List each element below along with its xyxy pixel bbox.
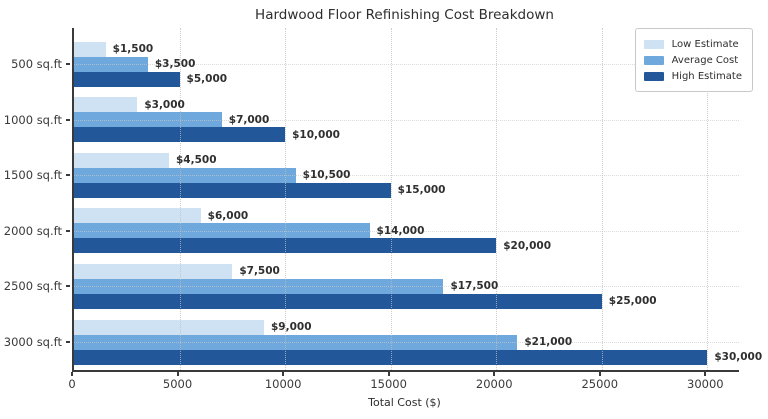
legend-label: High Estimate: [671, 70, 742, 82]
x-tick-label-5000: 5000: [162, 377, 193, 391]
x-tick-mark: [387, 372, 390, 376]
bar-value-label: $30,000: [714, 351, 763, 363]
legend-swatch-average-cost: [643, 55, 664, 65]
x-tick-label-20000: 20000: [475, 377, 513, 391]
legend-swatch-high-estimate: [643, 71, 664, 81]
bar-low-estimate-2000-sq-ft: [74, 208, 201, 224]
bar-value-label: $15,000: [397, 184, 446, 197]
bar-average-cost-500-sq-ft: [74, 56, 148, 72]
x-tick-label-0: 0: [68, 377, 76, 391]
bar-low-estimate-1000-sq-ft: [74, 97, 138, 113]
x-tick-mark: [493, 372, 496, 376]
y-tick-label-2000-sq-ft: 2000 sq.ft: [3, 223, 62, 238]
bar-low-estimate-2500-sq-ft: [74, 263, 233, 279]
y-tick-label-1500-sq-ft: 1500 sq.ft: [3, 168, 62, 183]
y-tick-label-500-sq-ft: 500 sq.ft: [11, 57, 62, 71]
bar-high-estimate-3000-sq-ft: [74, 349, 708, 365]
vertical-gridline: [496, 28, 498, 370]
bar-high-estimate-1500-sq-ft: [74, 182, 391, 198]
x-tick-mark: [704, 372, 707, 376]
bar-value-label: $7,500: [239, 265, 280, 278]
bar-low-estimate-500-sq-ft: [74, 41, 106, 57]
bar-value-label: $10,500: [302, 169, 351, 182]
bar-value-label: $25,000: [608, 295, 657, 308]
bar-value-label: $20,000: [503, 239, 552, 252]
bar-high-estimate-500-sq-ft: [74, 71, 180, 87]
bar-value-label: $9,000: [271, 321, 312, 333]
bar-average-cost-2500-sq-ft: [74, 278, 444, 294]
bar-value-label: $14,000: [376, 224, 425, 237]
bar-low-estimate-3000-sq-ft: [74, 319, 264, 335]
legend: Low Estimate Average Cost High Estimate: [634, 28, 753, 92]
bar-value-label: $1,500: [112, 43, 154, 55]
y-tick-label-1000-sq-ft: 1000 sq.ft: [3, 112, 62, 127]
bar-high-estimate-2500-sq-ft: [74, 293, 602, 309]
vertical-gridline: [390, 28, 392, 370]
y-tick-mark: [66, 341, 70, 343]
legend-item-high-estimate: High Estimate: [643, 68, 742, 84]
legend-label: Low Estimate: [671, 38, 739, 50]
x-tick-mark: [71, 372, 73, 376]
y-tick-mark: [66, 285, 70, 288]
bar-value-label: $17,500: [450, 280, 499, 293]
bar-low-estimate-1500-sq-ft: [74, 152, 169, 168]
bar-value-label: $4,500: [176, 154, 217, 167]
vertical-gridline: [285, 28, 287, 370]
chart-title: Hardwood Floor Refinishing Cost Breakdow…: [255, 7, 554, 23]
x-tick-mark: [176, 372, 179, 376]
plot-area: $1,500 $3,500 $5,000 $3,000 $7,000 $10,000 $4,…: [72, 28, 762, 372]
legend-item-low-estimate: Low Estimate: [643, 36, 742, 52]
bar-value-label: $3,500: [154, 58, 196, 70]
bar-high-estimate-1000-sq-ft: [74, 127, 286, 143]
x-tick-label-10000: 10000: [264, 377, 302, 391]
x-tick-label-15000: 15000: [370, 377, 407, 391]
bar-value-label: $3,000: [144, 98, 185, 111]
x-tick-label-30000: 30000: [687, 377, 724, 391]
x-tick-mark: [282, 372, 285, 376]
legend-label: Average Cost: [671, 54, 739, 66]
y-tick-mark: [66, 118, 70, 121]
bar-average-cost-3000-sq-ft: [74, 334, 518, 350]
bar-value-label: $6,000: [207, 209, 249, 222]
bar-average-cost-1000-sq-ft: [74, 112, 222, 128]
x-axis-label: Total Cost ($): [368, 396, 441, 409]
bar-average-cost-2000-sq-ft: [74, 223, 370, 239]
x-tick-mark: [598, 372, 601, 376]
bar-value-label: $21,000: [524, 336, 573, 348]
bar-value-label: $7,000: [228, 113, 270, 126]
vertical-gridline: [601, 28, 603, 370]
bar-average-cost-1500-sq-ft: [74, 167, 296, 183]
bar-high-estimate-2000-sq-ft: [74, 238, 497, 254]
y-tick-label-2500-sq-ft: 2500 sq.ft: [3, 279, 62, 294]
bar-value-label: $10,000: [292, 128, 340, 141]
y-tick-mark: [66, 174, 70, 177]
y-tick-label-3000-sq-ft: 3000 sq.ft: [3, 335, 62, 349]
y-tick-mark: [66, 229, 70, 232]
y-tick-mark: [66, 63, 70, 65]
bar-value-label: $5,000: [186, 73, 228, 85]
legend-swatch-low-estimate: [643, 39, 664, 49]
legend-item-average-cost: Average Cost: [643, 52, 742, 68]
x-tick-label-25000: 25000: [581, 377, 619, 391]
